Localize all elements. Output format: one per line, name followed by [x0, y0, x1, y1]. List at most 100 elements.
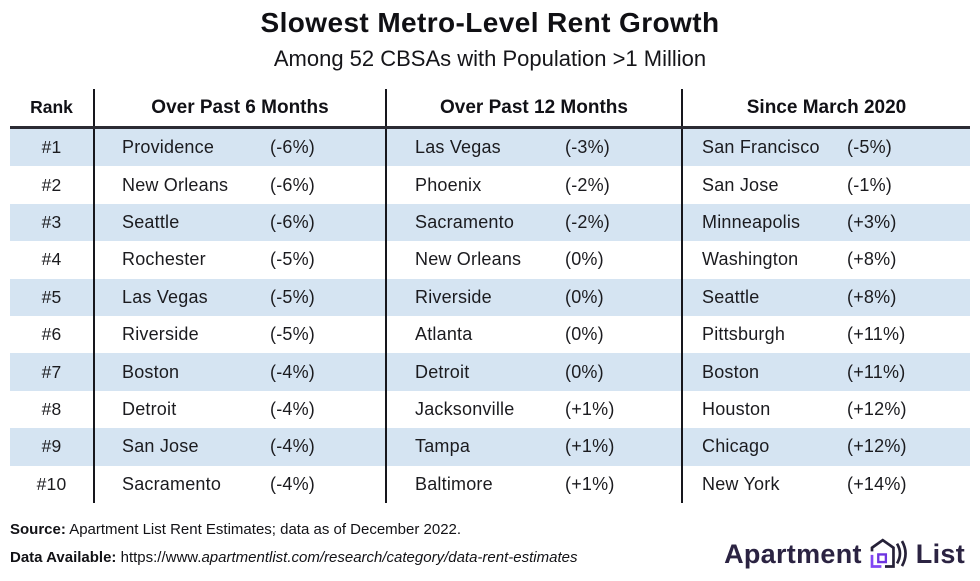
metro-name: New Orleans — [415, 249, 522, 270]
metro-name: Sacramento — [415, 211, 515, 232]
metro-name: San Francisco — [702, 137, 820, 158]
rent-change: (-6%) — [270, 137, 315, 158]
past-12-months-cell: Sacramento (-2%) — [385, 203, 681, 242]
metro-name: Washington — [702, 249, 799, 270]
rank-value: #6 — [41, 324, 62, 345]
page-subtitle: Among 52 CBSAs with Population >1 Millio… — [273, 46, 707, 71]
metro-name: Chicago — [702, 436, 770, 457]
metro-name: Riverside — [415, 286, 492, 307]
rent-change: (+11%) — [847, 324, 906, 345]
metro-name: Boston — [702, 361, 760, 382]
past-12-months-cell: Las Vegas (-3%) — [385, 129, 681, 167]
table-row: #10 Sacramento (-4%) Baltimore (+1%) New Y… — [10, 465, 970, 503]
rank-value: #7 — [41, 361, 62, 382]
past-6-months-cell: New Orleans (-6%) — [93, 166, 385, 204]
rent-change: (-1%) — [847, 174, 892, 195]
metro-name: Detroit — [415, 361, 470, 382]
since-march-2020-cell: Chicago (+12%) — [681, 428, 970, 466]
past-12-months-cell: Detroit (0%) — [385, 353, 681, 391]
metro-name: New York — [702, 473, 780, 494]
since-march-2020-cell: Boston (+11%) — [681, 353, 970, 391]
rent-change: (-4%) — [270, 361, 315, 382]
since-march-2020-cell: San Francisco (-5%) — [681, 129, 970, 167]
table-row: #8 Detroit (-4%) Jacksonville (+1%) Housto… — [10, 390, 970, 429]
since-march-2020-cell: San Jose (-1%) — [681, 166, 970, 204]
past-6-months-cell: Sacramento (-4%) — [93, 465, 385, 503]
past-12-months-cell: Tampa (+1%) — [385, 428, 681, 466]
rent-change: (+8%) — [847, 249, 897, 270]
apartment-list-logo: Apartment List — [724, 537, 965, 571]
table-row: #6 Riverside (-5%) Atlanta (0%) Pittsburgh… — [10, 315, 970, 354]
since-march-2020-cell: Seattle (+8%) — [681, 278, 970, 316]
rent-change: (+12%) — [847, 436, 907, 457]
rent-change: (-6%) — [270, 174, 315, 195]
data-available-label: Data Available: — [10, 548, 117, 566]
past-12-months-cell: Phoenix (-2%) — [385, 166, 681, 204]
past-6-months-cell: Providence (-6%) — [93, 129, 385, 167]
metro-name: Pittsburgh — [702, 324, 786, 345]
table-row: #3 Seattle (-6%) Sacramento (-2%) Minneapo… — [10, 203, 970, 242]
past-12-months-cell: Baltimore (+1%) — [385, 465, 681, 503]
rank-value: #2 — [41, 174, 62, 195]
column-header-past-6-months: Over Past 6 Months — [93, 89, 385, 126]
metro-name: Las Vegas — [122, 286, 208, 307]
rent-change: (+1%) — [565, 473, 615, 494]
rent-change: (+8%) — [847, 286, 897, 307]
metro-name: Phoenix — [415, 174, 482, 195]
metro-name: San Jose — [122, 436, 199, 457]
rent-change: (0%) — [565, 324, 604, 345]
table-row: #4 Rochester (-5%) New Orleans (0%) Washin… — [10, 241, 970, 279]
url-prefix: https://www. — [116, 548, 202, 566]
rent-change: (-5%) — [270, 286, 315, 307]
rent-change: (-5%) — [270, 324, 315, 345]
past-12-months-cell: Jacksonville (+1%) — [385, 390, 681, 429]
metro-name: Baltimore — [415, 473, 493, 494]
apartment-list-house-icon — [870, 538, 907, 568]
rent-change: (+1%) — [565, 436, 615, 457]
rank-value: #1 — [41, 137, 62, 158]
metro-name: Minneapolis — [702, 211, 801, 232]
table-header-row: Rank Over Past 6 Months Over Past 12 Mon… — [10, 89, 970, 129]
rent-change: (+1%) — [565, 398, 615, 419]
since-march-2020-cell: Pittsburgh (+11%) — [681, 315, 970, 354]
metro-name: Detroit — [122, 398, 177, 419]
rent-growth-table: Rank Over Past 6 Months Over Past 12 Mon… — [10, 89, 970, 503]
source-text: Apartment List Rent Estimates; data as o… — [65, 520, 462, 538]
rent-change: (-6%) — [270, 211, 315, 232]
source-label: Source: — [10, 520, 66, 538]
past-6-months-cell: Riverside (-5%) — [93, 315, 385, 354]
past-12-months-cell: Riverside (0%) — [385, 278, 681, 316]
metro-name: Riverside — [122, 324, 199, 345]
rank-value: #5 — [41, 286, 62, 307]
metro-name: New Orleans — [122, 174, 229, 195]
metro-name: Seattle — [122, 211, 180, 232]
metro-name: Jacksonville — [415, 398, 515, 419]
rent-change: (-3%) — [565, 137, 610, 158]
past-6-months-cell: Seattle (-6%) — [93, 203, 385, 242]
table-row: #7 Boston (-4%) Detroit (0%) Boston (+11%) — [10, 353, 970, 391]
rent-change: (0%) — [565, 286, 604, 307]
metro-name: Seattle — [702, 286, 760, 307]
rank-value: #3 — [41, 211, 62, 232]
rent-change: (+3%) — [847, 211, 897, 232]
past-6-months-cell: Boston (-4%) — [93, 353, 385, 391]
rent-change: (-5%) — [847, 137, 892, 158]
past-6-months-cell: Detroit (-4%) — [93, 390, 385, 429]
column-header-since-march-2020: Since March 2020 — [681, 89, 970, 126]
rent-change: (0%) — [565, 361, 604, 382]
metro-name: Atlanta — [415, 324, 473, 345]
past-6-months-cell: San Jose (-4%) — [93, 428, 385, 466]
rent-change: (+12%) — [847, 398, 907, 419]
rank-value: #8 — [41, 398, 62, 419]
logo-word-list: List — [915, 538, 965, 569]
table-row: #1 Providence (-6%) Las Vegas (-3%) San Fr… — [10, 129, 970, 167]
source-line: Source: Apartment List Rent Estimates; d… — [10, 516, 980, 544]
metro-name: Providence — [122, 137, 215, 158]
since-march-2020-cell: Minneapolis (+3%) — [681, 203, 970, 242]
past-6-months-cell: Las Vegas (-5%) — [93, 278, 385, 316]
metro-name: Boston — [122, 361, 180, 382]
rank-value: #9 — [41, 436, 62, 457]
rent-change: (+14%) — [847, 473, 907, 494]
rank-value: #10 — [36, 473, 67, 494]
rent-change: (-5%) — [270, 249, 315, 270]
